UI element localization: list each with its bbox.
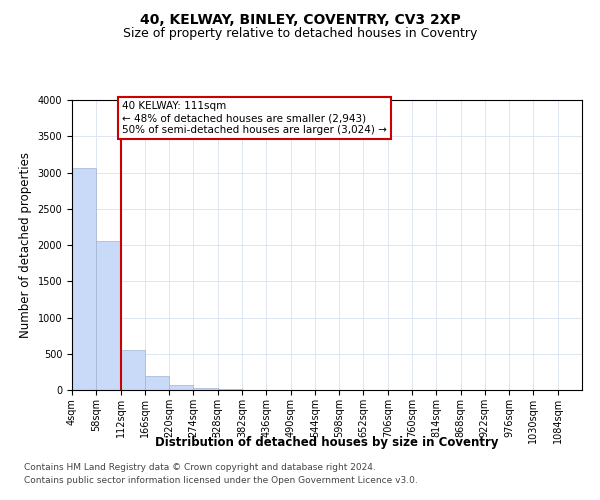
Text: 40, KELWAY, BINLEY, COVENTRY, CV3 2XP: 40, KELWAY, BINLEY, COVENTRY, CV3 2XP: [140, 12, 460, 26]
Text: Distribution of detached houses by size in Coventry: Distribution of detached houses by size …: [155, 436, 499, 449]
Text: Contains public sector information licensed under the Open Government Licence v3: Contains public sector information licen…: [24, 476, 418, 485]
Bar: [72, 168, 96, 390]
Text: Size of property relative to detached houses in Coventry: Size of property relative to detached ho…: [123, 28, 477, 40]
Bar: [169, 384, 193, 390]
Y-axis label: Number of detached properties: Number of detached properties: [19, 152, 32, 338]
Bar: [193, 388, 218, 390]
Bar: [145, 376, 169, 390]
Text: 40 KELWAY: 111sqm
← 48% of detached houses are smaller (2,943)
50% of semi-detac: 40 KELWAY: 111sqm ← 48% of detached hous…: [122, 102, 387, 134]
Bar: [96, 240, 121, 390]
Text: Contains HM Land Registry data © Crown copyright and database right 2024.: Contains HM Land Registry data © Crown c…: [24, 464, 376, 472]
Bar: [121, 350, 145, 390]
